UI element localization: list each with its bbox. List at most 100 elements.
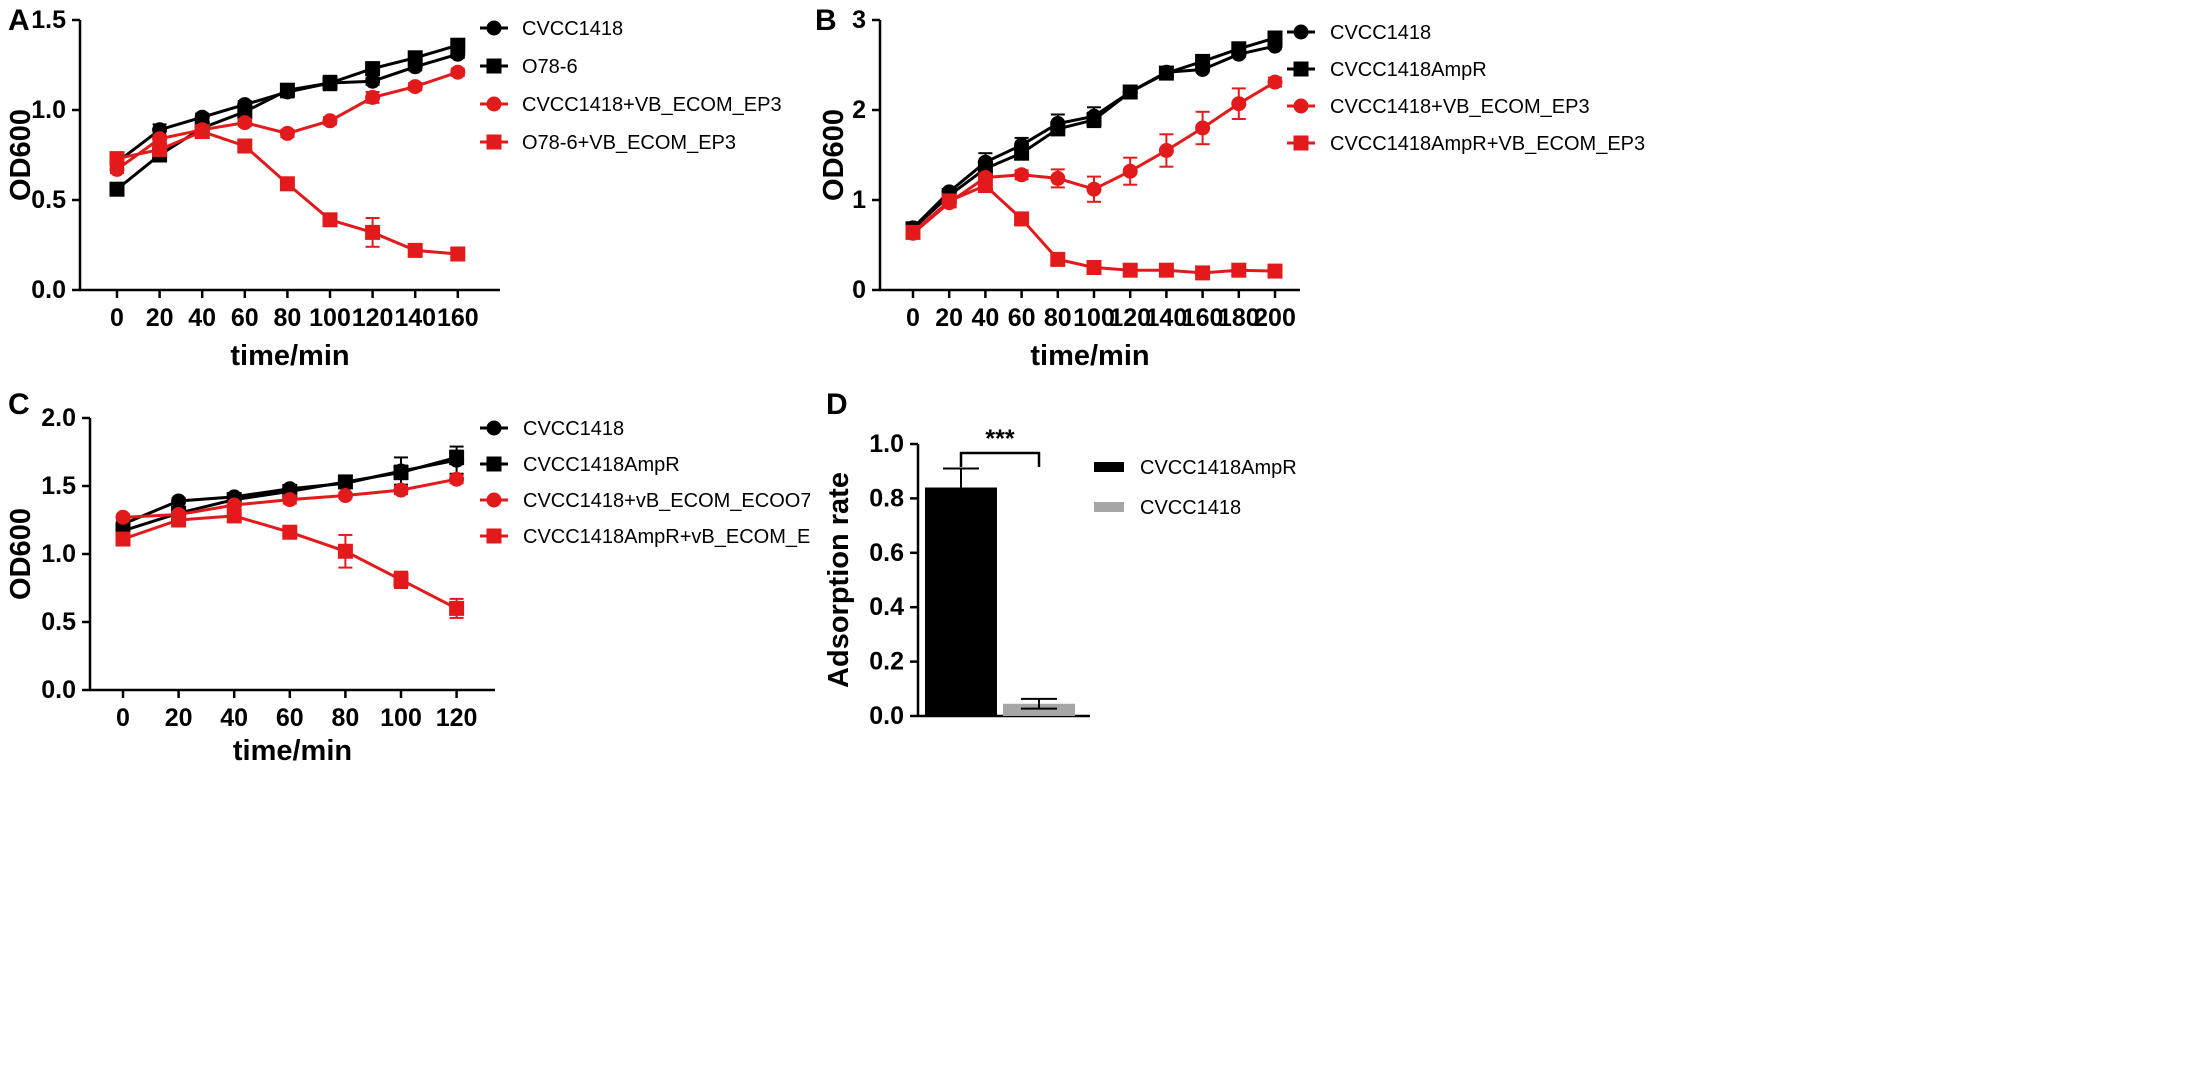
chart-b-y-tick-label: 0: [852, 276, 866, 304]
chart-d-legend-swatch: [1094, 502, 1124, 512]
chart-c-data-point: [393, 572, 409, 588]
chart-c-data-point: [337, 543, 353, 559]
chart-a-legend-label: CVCC1418: [522, 18, 623, 40]
chart-b-x-tick-label: 60: [1008, 304, 1036, 332]
chart-b-legend-label: CVCC1418AmpR+VB_ECOM_EP3: [1330, 133, 1645, 155]
chart-b-x-tick-label: 120: [1109, 304, 1151, 332]
chart-c-x-tick-label: 40: [220, 704, 248, 732]
chart-b-series-line: [912, 80, 1276, 235]
chart-a-data-point: [365, 61, 381, 77]
chart-b-legend-marker: [1293, 98, 1309, 114]
chart-b-data-point: [1267, 263, 1283, 279]
chart-b-x-tick-label: 0: [906, 304, 920, 332]
chart-c-x-axis-title: time/min: [233, 735, 352, 767]
chart-c-y-tick-label: 1.5: [41, 472, 76, 500]
chart-c-legend-label: CVCC1418AmpR+vB_ECOM_ECOO78: [523, 526, 810, 548]
chart-a-y-tick-label: 0.0: [31, 276, 66, 304]
chart-a-legend-label: CVCC1418+VB_ECOM_EP3: [522, 94, 782, 116]
chart-c-legend-marker: [486, 420, 502, 436]
chart-a-legend-marker: [486, 96, 502, 112]
chart-a-x-tick-label: 140: [394, 304, 436, 332]
chart-c-data-point: [449, 471, 465, 487]
chart-a-x-tick-label: 80: [273, 304, 301, 332]
chart-b-data-point: [1231, 262, 1247, 278]
chart-a-y-tick-label: 1.0: [31, 96, 66, 124]
chart-c-x-tick-label: 60: [276, 704, 304, 732]
chart-b-data-point: [1158, 65, 1174, 81]
chart-a-x-axis-title: time/min: [230, 340, 349, 372]
chart-b-x-tick-label: 20: [935, 304, 963, 332]
chart-a-x-tick-label: 20: [146, 304, 174, 332]
chart-b-data-point: [1014, 211, 1030, 227]
chart-b-legend-marker: [1293, 61, 1309, 77]
chart-b-x-tick-label: 80: [1044, 304, 1072, 332]
chart-d-y-tick-label: 1.0: [869, 430, 904, 458]
chart-c-y-axis-title: OD600: [5, 508, 37, 600]
chart-b-data-point: [1122, 163, 1138, 179]
chart-b-data-point: [941, 193, 957, 209]
chart-c-legend-marker: [486, 456, 502, 472]
chart-b-data-point: [1267, 74, 1283, 90]
chart-c-data-point: [282, 492, 298, 508]
chart-d-legend-label: CVCC1418AmpR: [1140, 457, 1297, 479]
chart-d-y-tick-label: 0.0: [869, 702, 904, 730]
chart-b-data-point: [1086, 181, 1102, 197]
chart-d-y-tick-label: 0.8: [869, 484, 904, 512]
chart-a-x-tick-label: 120: [352, 304, 394, 332]
chart-b-x-tick-label: 40: [971, 304, 999, 332]
chart-a-data-point: [279, 82, 295, 98]
chart-b-data-point: [1122, 262, 1138, 278]
chart-c-data-point: [282, 524, 298, 540]
chart-a-data-point: [237, 138, 253, 154]
chart-c-legend-label: CVCC1418+vB_ECOM_ECOO78: [523, 490, 810, 512]
chart-b-data-point: [1086, 112, 1102, 128]
chart-c-data-point: [115, 531, 131, 547]
chart-a-data-point: [322, 212, 338, 228]
chart-a-data-point: [407, 50, 423, 66]
chart-d-bar: [925, 487, 997, 716]
chart-c-x-tick-label: 80: [331, 704, 359, 732]
chart-c-data-point: [393, 482, 409, 498]
chart-b-data-point: [1086, 260, 1102, 275]
chart-c-data-point: [449, 600, 465, 616]
chart-b-legend-marker: [1293, 24, 1309, 40]
chart-a-data-point: [450, 246, 466, 262]
chart-d-y-tick-label: 0.2: [869, 648, 904, 676]
chart-b-data-point: [1050, 170, 1066, 186]
chart-c-legend-label: CVCC1418AmpR: [523, 454, 680, 476]
chart-b-data-point: [977, 178, 993, 194]
chart-a-data-point: [109, 181, 125, 197]
chart-a-data-point: [237, 115, 253, 131]
chart-a: 0.0 0.5 1.0 1.5 0 20 40 60 80 100 120 140 160 time/mi…: [5, 6, 782, 372]
chart-d-y-tick-label: 0.6: [869, 539, 904, 567]
chart-a-x-tick-label: 160: [437, 304, 479, 332]
chart-d-legend-swatch: [1094, 462, 1124, 472]
chart-c-legend-label: CVCC1418: [523, 418, 624, 440]
chart-b-data-point: [1158, 262, 1174, 278]
chart-c-legend-marker: [486, 528, 502, 544]
chart-a-y-axis-title: OD600: [5, 109, 37, 201]
chart-a-legend-label: O78-6: [522, 56, 578, 78]
chart-c-data-point: [337, 488, 353, 504]
chart-b-data-point: [1195, 53, 1211, 69]
chart-a-data-point: [152, 142, 168, 158]
chart-a-data-point: [365, 73, 381, 89]
chart-a-y-tick-label: 0.5: [31, 186, 66, 214]
chart-a-legend-marker: [486, 20, 502, 36]
chart-c-x-tick-label: 120: [436, 704, 478, 732]
chart-b-y-tick-label: 2: [852, 96, 866, 124]
chart-a-data-point: [194, 124, 210, 140]
chart-b-data-point: [1195, 265, 1211, 281]
chart-c-x-tick-label: 100: [380, 704, 422, 732]
chart-a-data-point: [322, 113, 338, 129]
chart-b-legend-marker: [1293, 135, 1309, 151]
chart-a-data-point: [279, 176, 295, 192]
chart-b-data-point: [905, 224, 921, 240]
chart-b-data-point: [1014, 167, 1030, 183]
chart-a-data-point: [365, 224, 381, 240]
chart-a-data-point: [322, 75, 338, 91]
chart-b-data-point: [1050, 121, 1066, 137]
chart-c-legend-marker: [486, 492, 502, 508]
chart-a-data-point: [407, 242, 423, 258]
